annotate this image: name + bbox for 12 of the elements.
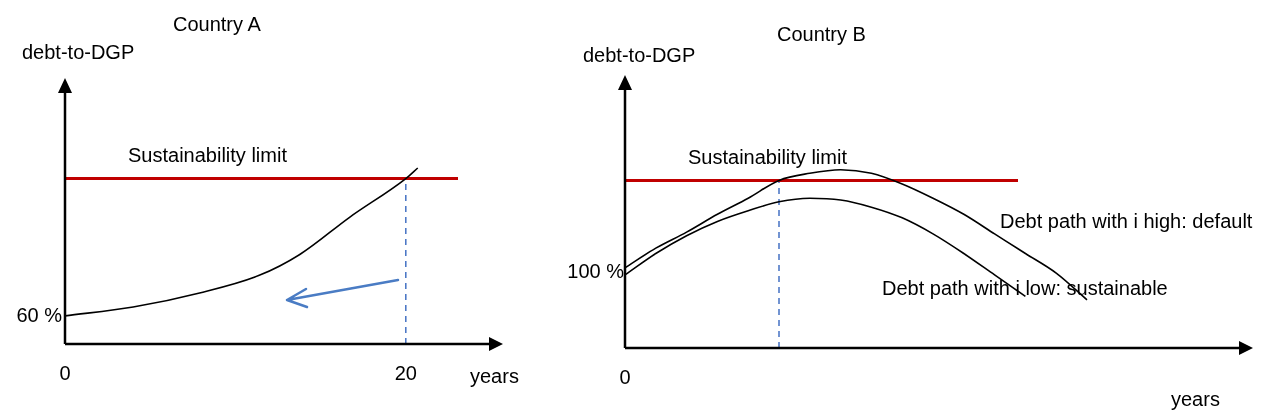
y-axis-title: debt-to-DGP: [583, 43, 696, 66]
chart-title: Country A: [173, 12, 262, 35]
y-axis-title: debt-to-DGP: [22, 40, 135, 63]
ref-line-label: Sustainability limit: [688, 145, 848, 168]
x-tick-label: 20: [394, 361, 417, 384]
annotation: 60 %: [16, 304, 63, 327]
ref-line-label: Sustainability limit: [128, 144, 288, 167]
chart-title: Country B: [777, 22, 866, 45]
x-axis-title: years: [470, 364, 519, 387]
series-label: Debt path with i high: default: [1000, 209, 1253, 232]
x-axis-title: years: [1171, 387, 1220, 410]
text: 100 %: [567, 259, 625, 282]
